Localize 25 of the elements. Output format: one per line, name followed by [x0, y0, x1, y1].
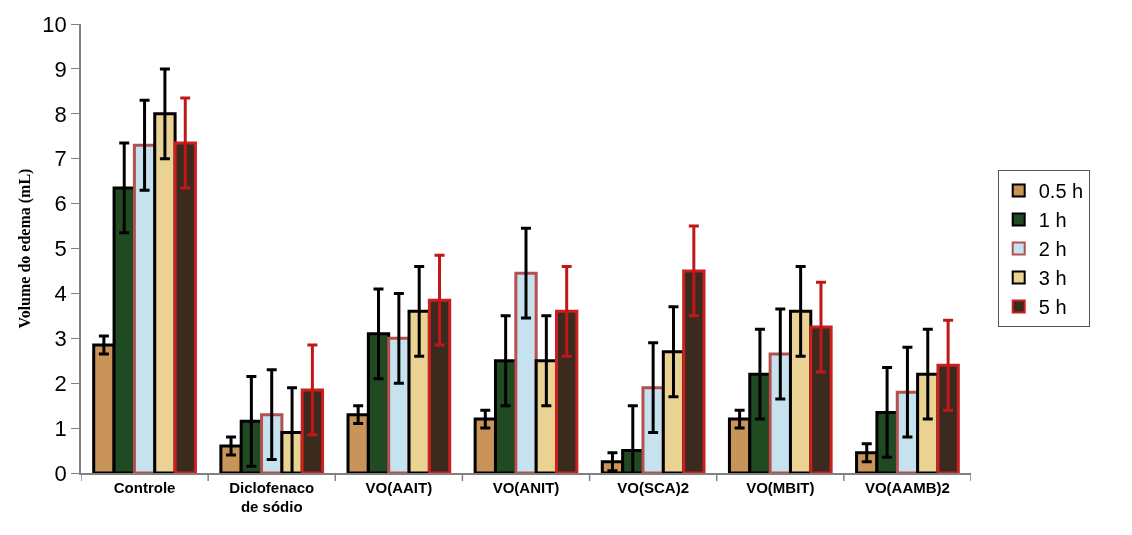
y-tick-label: 2: [54, 370, 67, 396]
y-tick-label: 0: [54, 460, 67, 486]
y-tick-label: 5: [54, 236, 67, 262]
y-tick-label: 9: [54, 56, 67, 82]
bar: [514, 271, 538, 473]
legend-label: 5 h: [1038, 296, 1067, 319]
x-tick-label: VO(AAIT): [365, 478, 433, 496]
y-tick-label: 10: [42, 11, 67, 37]
legend-label: 3 h: [1038, 267, 1067, 290]
x-tick-label: VO(AAMB)2: [864, 478, 950, 496]
y-tick-label: 3: [54, 326, 67, 351]
legend-label: 1 h: [1038, 209, 1067, 232]
y-tick-label: 8: [54, 101, 67, 127]
legend-label: 0.5 h: [1038, 180, 1084, 203]
y-tick-label: 6: [54, 191, 67, 217]
x-tick-label: VO(ANIT): [492, 478, 560, 496]
y-tick-label: 4: [54, 281, 67, 307]
legend-label: 2 h: [1038, 238, 1067, 261]
x-tick-label: VO(MBIT): [746, 478, 815, 496]
x-tick-label: Controle: [113, 478, 176, 496]
y-tick-label: 1: [54, 415, 67, 441]
x-tick-label: VO(SCA)2: [617, 478, 689, 496]
y-tick-label: 7: [54, 146, 67, 172]
x-tick-label: Diclofenaco de sódio: [229, 478, 315, 516]
y-axis-title: Volume do edema (mL): [15, 168, 34, 329]
